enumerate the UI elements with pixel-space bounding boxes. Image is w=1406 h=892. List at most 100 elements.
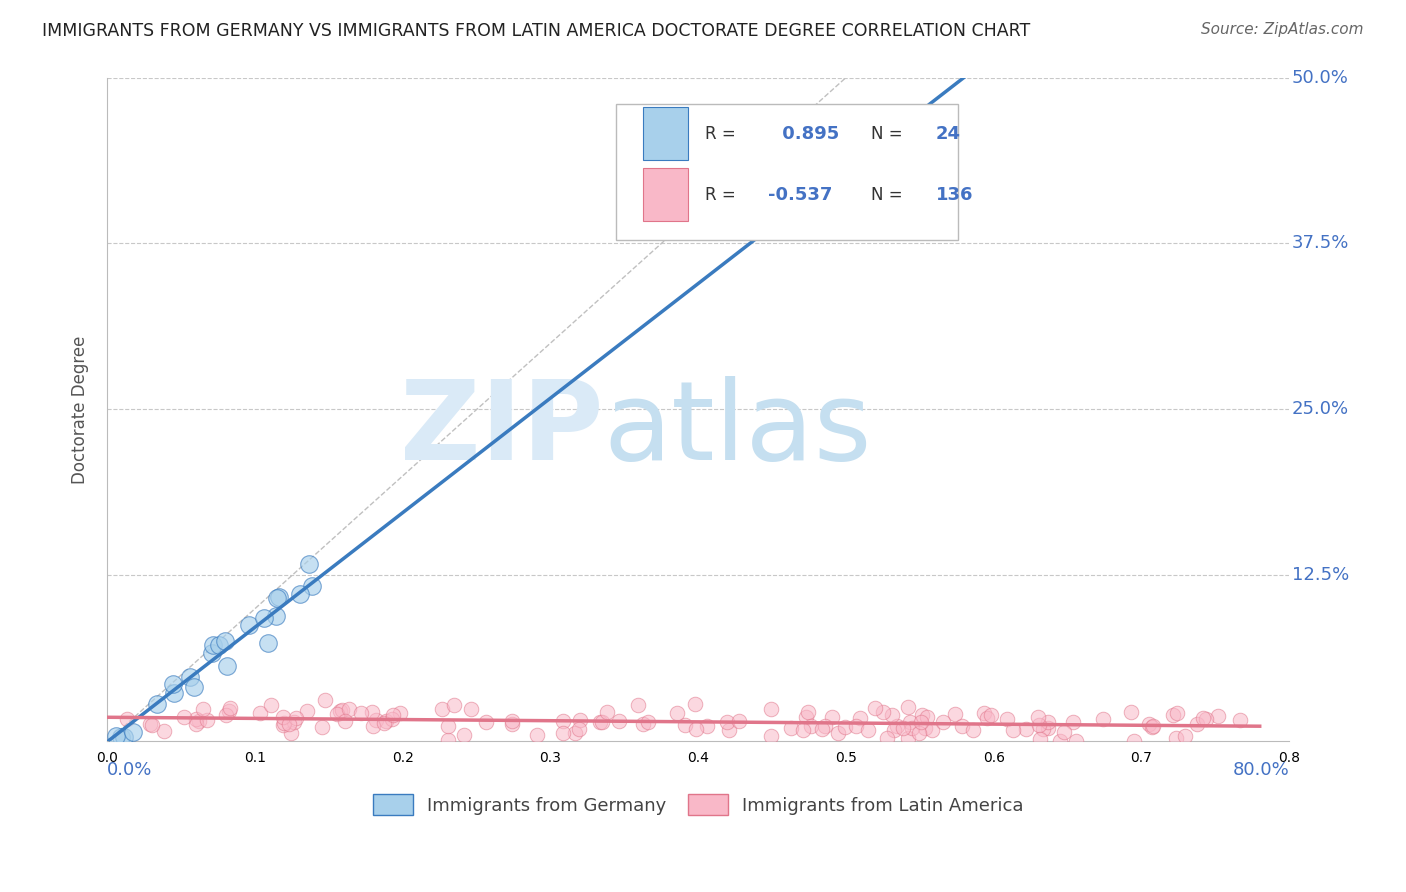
Point — [891, 721, 914, 735]
Point — [1036, 721, 1059, 735]
Point — [921, 723, 943, 738]
Text: 24: 24 — [936, 125, 960, 143]
Point — [208, 638, 231, 652]
Point — [910, 714, 932, 729]
Point — [943, 707, 966, 722]
Point — [569, 713, 592, 727]
Point — [202, 638, 225, 652]
Point — [995, 712, 1018, 726]
Point — [976, 710, 998, 724]
Point — [1142, 719, 1164, 733]
Point — [718, 723, 741, 737]
Point — [1192, 711, 1215, 725]
Point — [201, 646, 224, 660]
Point — [382, 708, 405, 723]
Point — [333, 714, 356, 729]
Text: -0.537: -0.537 — [768, 186, 832, 203]
Text: N =: N = — [870, 125, 903, 143]
Point — [430, 702, 453, 716]
Legend: Immigrants from Germany, Immigrants from Latin America: Immigrants from Germany, Immigrants from… — [366, 787, 1031, 822]
Point — [301, 579, 323, 593]
Text: 50.0%: 50.0% — [1292, 69, 1348, 87]
Point — [295, 704, 318, 718]
Point — [908, 726, 931, 740]
Point — [453, 728, 475, 742]
Point — [266, 591, 288, 606]
Point — [474, 714, 496, 729]
Point — [872, 706, 894, 720]
Point — [1185, 717, 1208, 731]
Point — [526, 728, 548, 742]
Point — [193, 701, 215, 715]
Point — [898, 714, 921, 729]
Point — [596, 705, 619, 719]
Text: 80.0%: 80.0% — [1233, 761, 1289, 780]
Bar — [643, 168, 688, 221]
Point — [110, 731, 132, 745]
Point — [1002, 723, 1025, 737]
Text: 0.0%: 0.0% — [107, 761, 153, 780]
Point — [911, 707, 934, 722]
Point — [932, 715, 955, 730]
Point — [437, 719, 460, 733]
Point — [607, 714, 630, 729]
Point — [215, 707, 238, 722]
Point — [673, 718, 696, 732]
Point — [883, 723, 905, 737]
Point — [249, 706, 271, 721]
Y-axis label: Doctorate Degree: Doctorate Degree — [72, 335, 89, 483]
Point — [1014, 722, 1036, 736]
Point — [460, 702, 482, 716]
Point — [1140, 720, 1163, 734]
Point — [637, 714, 659, 729]
Point — [728, 714, 751, 728]
Point — [1062, 714, 1084, 729]
Point — [814, 719, 837, 733]
Point — [917, 710, 939, 724]
Point — [882, 708, 904, 723]
Point — [901, 721, 924, 735]
Text: N =: N = — [870, 186, 903, 203]
Point — [217, 659, 239, 673]
Point — [1028, 718, 1050, 732]
Point — [980, 707, 1002, 722]
Point — [1032, 722, 1054, 736]
Point — [329, 704, 352, 718]
Point — [314, 693, 336, 707]
Point — [388, 706, 411, 720]
Point — [218, 705, 240, 719]
Point — [796, 705, 818, 719]
Point — [219, 700, 242, 714]
Point — [821, 709, 844, 723]
Point — [834, 721, 856, 735]
Point — [112, 731, 135, 745]
Point — [792, 723, 814, 737]
Point — [187, 714, 209, 728]
Point — [139, 717, 162, 731]
Point — [1195, 712, 1218, 726]
Text: IMMIGRANTS FROM GERMANY VS IMMIGRANTS FROM LATIN AMERICA DOCTORATE DEGREE CORREL: IMMIGRANTS FROM GERMANY VS IMMIGRANTS FR… — [42, 22, 1031, 40]
Point — [685, 722, 707, 736]
Point — [716, 714, 738, 729]
Text: 12.5%: 12.5% — [1292, 566, 1348, 584]
Text: 136: 136 — [936, 186, 973, 203]
Point — [501, 716, 523, 731]
Point — [962, 723, 984, 738]
Point — [115, 712, 138, 726]
Point — [1206, 709, 1229, 723]
Point — [273, 716, 295, 731]
Point — [146, 697, 169, 711]
Point — [908, 111, 931, 125]
Point — [501, 714, 523, 729]
Point — [141, 718, 163, 732]
Point — [381, 712, 404, 726]
Point — [153, 723, 176, 738]
Point — [794, 710, 817, 724]
Point — [311, 720, 333, 734]
Point — [184, 713, 207, 727]
Point — [288, 586, 311, 600]
Point — [568, 722, 591, 736]
Point — [1161, 708, 1184, 723]
Point — [162, 677, 184, 691]
Point — [373, 716, 395, 731]
